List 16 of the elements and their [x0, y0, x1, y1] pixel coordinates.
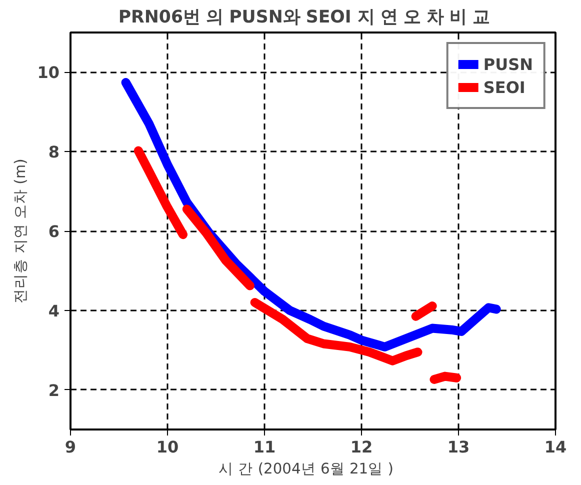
x-tick-label: 14 — [544, 438, 567, 456]
x-tick-label: 13 — [447, 438, 470, 456]
y-tick-label: 6 — [48, 222, 60, 241]
y-tick-label: 8 — [48, 142, 60, 162]
legend-label: SEOI — [483, 78, 526, 96]
y-tick-label: 4 — [48, 301, 60, 320]
x-tick-label: 9 — [64, 438, 76, 456]
x-tick-label: 10 — [156, 438, 179, 456]
x-tick-label: 11 — [253, 438, 276, 456]
y-tick-label: 2 — [48, 380, 60, 400]
chart-title: PRN06번 의 PUSN와 SEOI 지 연 오 차 비 교 — [118, 8, 490, 28]
y-axis-title: 전리층 지연 오차 (m) — [12, 158, 30, 304]
legend-label: PUSN — [483, 54, 533, 74]
x-tick-label: 12 — [350, 438, 373, 456]
y-tick-label: 10 — [37, 63, 60, 82]
x-axis-title: 시 간 (2004년 6월 21일 ) — [218, 460, 394, 478]
